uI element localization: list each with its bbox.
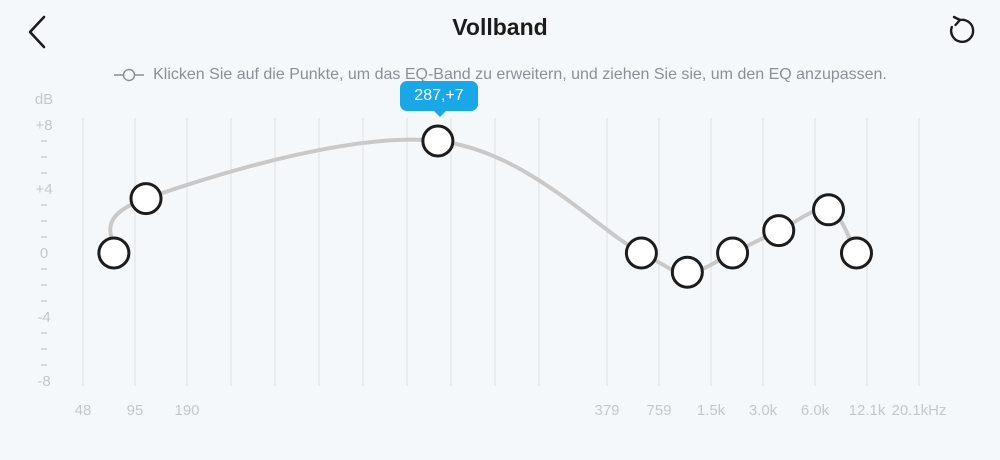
eq-band-point[interactable] [670, 255, 704, 289]
chevron-left-icon [28, 15, 46, 49]
eq-band-point[interactable] [129, 182, 163, 216]
eq-band-point[interactable] [812, 193, 846, 227]
eq-band-point[interactable] [97, 236, 131, 270]
x-tick-label: 12.1k [849, 402, 886, 419]
reset-button[interactable] [938, 12, 982, 52]
x-tick-label: 48 [75, 402, 92, 419]
header: Vollband [0, 0, 1000, 62]
y-tick-label: +4 [35, 181, 52, 198]
x-tick-label: 379 [594, 402, 619, 419]
eq-band-point[interactable] [839, 236, 873, 270]
x-tick-label: 1.5k [697, 402, 726, 419]
y-tick-label: -8 [37, 373, 50, 390]
back-button[interactable] [16, 12, 60, 52]
y-tick-label: +8 [35, 117, 52, 134]
page-title: Vollband [452, 14, 548, 40]
x-tick-label: 3.0k [749, 402, 778, 419]
eq-band-point[interactable] [762, 214, 796, 248]
selected-point-tooltip: 287,+7 [400, 81, 478, 117]
eq-band-point[interactable] [716, 236, 750, 270]
eq-band-point[interactable] [624, 236, 658, 270]
reset-icon [949, 15, 975, 43]
x-tick-label: 20.1kHz [891, 402, 946, 419]
y-tick-label: -4 [37, 309, 50, 326]
x-tick-label: 6.0k [801, 402, 830, 419]
x-tick-label: 95 [127, 402, 144, 419]
x-tick-label: 759 [646, 402, 671, 419]
hint-row: Klicken Sie auf die Punkte, um das EQ-Ba… [0, 64, 1000, 86]
y-axis-unit: dB [35, 91, 53, 108]
slider-toggle-icon [113, 68, 145, 82]
eq-band-point[interactable] [421, 124, 455, 158]
hint-text: Klicken Sie auf die Punkte, um das EQ-Ba… [153, 66, 887, 83]
y-tick-label: 0 [40, 245, 48, 262]
x-tick-label: 190 [174, 402, 199, 419]
